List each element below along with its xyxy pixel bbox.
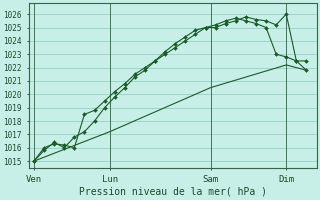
X-axis label: Pression niveau de la mer( hPa ): Pression niveau de la mer( hPa ): [79, 187, 267, 197]
